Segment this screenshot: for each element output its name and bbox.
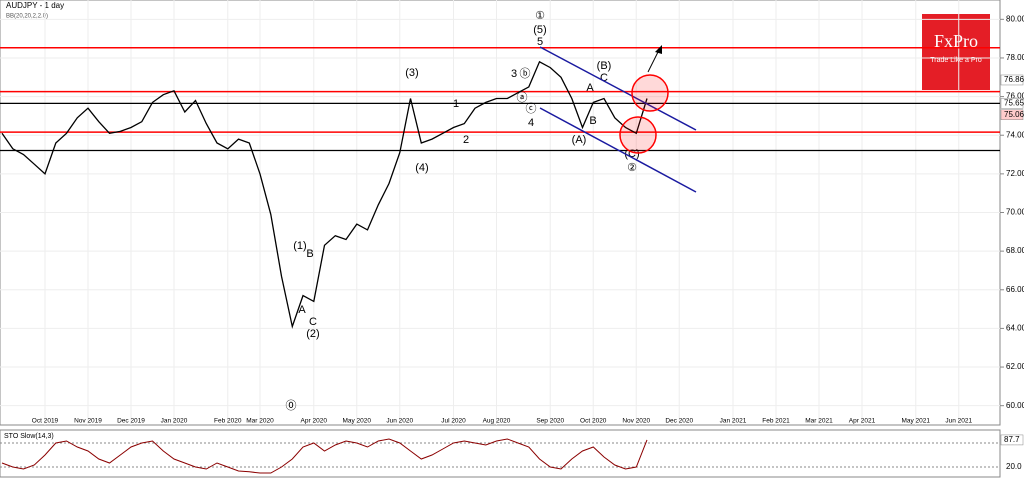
x-tick-label: Sep 2020 bbox=[536, 418, 564, 425]
x-tick-label: Oct 2020 bbox=[580, 418, 607, 425]
price-label: 75.65 bbox=[1004, 98, 1024, 107]
oscillator-label-box bbox=[1000, 434, 1024, 446]
wave-label: 2 bbox=[463, 134, 469, 146]
price-label-box bbox=[1000, 109, 1024, 120]
y-tick-label: 60.00 bbox=[1006, 401, 1024, 410]
x-tick-label: Aug 2020 bbox=[483, 418, 511, 425]
series-line bbox=[1, 438, 648, 474]
highlight-circle bbox=[619, 116, 657, 154]
x-tick-label: Jan 2021 bbox=[720, 418, 747, 425]
x-tick-label: Dec 2020 bbox=[665, 418, 693, 425]
x-tick-label: Jun 2021 bbox=[945, 418, 972, 425]
wave-label: (B) bbox=[597, 60, 612, 72]
price-label-box bbox=[1000, 98, 1024, 109]
x-tick-label: Dec 2019 bbox=[117, 418, 145, 425]
y2-tick-label: 20.0 bbox=[1006, 462, 1022, 471]
wave-label: 3 bbox=[511, 68, 517, 80]
channel-line bbox=[539, 46, 697, 131]
oscillator-title: STO Slow(14,3) bbox=[4, 433, 54, 440]
wave-label: C bbox=[600, 72, 608, 84]
wave-label: C bbox=[309, 316, 317, 328]
y-tick-label: 74.00 bbox=[1006, 130, 1024, 139]
x-tick-label: Apr 2021 bbox=[849, 418, 876, 425]
logo-tagline: Trade Like a Pro bbox=[930, 57, 982, 64]
wave-label: ② bbox=[627, 162, 637, 174]
wave-label: B bbox=[306, 248, 313, 260]
y-tick-label: 78.00 bbox=[1006, 53, 1024, 62]
x-tick-label: Nov 2020 bbox=[622, 418, 650, 425]
price-label: 76.86 bbox=[1004, 75, 1024, 84]
wave-label: (3) bbox=[405, 67, 418, 79]
wave-label: ⓒ bbox=[526, 102, 537, 115]
wave-label: ⓐ bbox=[517, 91, 528, 104]
wave-label: B bbox=[589, 115, 596, 127]
x-tick-label: Feb 2020 bbox=[214, 418, 242, 425]
drawings bbox=[539, 45, 697, 193]
x-tick-label: Apr 2020 bbox=[301, 418, 328, 425]
logo-box bbox=[922, 14, 990, 90]
indicator-label: BB(20,20,2,2.0) bbox=[6, 14, 48, 20]
oscillator-panel bbox=[0, 429, 1001, 478]
x-tick-label: Mar 2021 bbox=[805, 418, 833, 425]
y-tick-label: 68.00 bbox=[1006, 246, 1024, 255]
wave-label: ⓪ bbox=[286, 399, 297, 412]
x-tick-label: Feb 2021 bbox=[762, 418, 790, 425]
y-tick-label: 80.00 bbox=[1006, 14, 1024, 23]
wave-label: (1) bbox=[293, 240, 306, 252]
y-tick-label: 70.00 bbox=[1006, 208, 1024, 217]
y-tick-label: 66.00 bbox=[1006, 285, 1024, 294]
x-tick-label: Jul 2020 bbox=[441, 418, 466, 425]
wave-label: (2) bbox=[306, 328, 319, 340]
series-line bbox=[1, 60, 648, 329]
price-label: 75.06 bbox=[1004, 110, 1024, 119]
logo-name: FxPro bbox=[934, 31, 978, 51]
channel-line bbox=[539, 107, 697, 193]
price-label-box bbox=[1000, 74, 1024, 86]
x-tick-label: Jun 2020 bbox=[386, 418, 413, 425]
wave-label: 1 bbox=[453, 98, 459, 110]
x-tick-label: Jan 2020 bbox=[161, 418, 188, 425]
x-tick-label: Oct 2019 bbox=[32, 418, 59, 425]
wave-label: ⓑ bbox=[520, 67, 531, 80]
x-tick-label: Mar 2020 bbox=[246, 418, 274, 425]
oscillator-label: 87.7 bbox=[1004, 435, 1020, 444]
y-tick-label: 62.00 bbox=[1006, 362, 1024, 371]
highlight-circle bbox=[631, 74, 669, 112]
wave-label: ① bbox=[535, 10, 545, 22]
wave-label: (4) bbox=[415, 162, 428, 174]
wave-label: 5 bbox=[537, 36, 543, 48]
y-tick-label: 72.00 bbox=[1006, 169, 1024, 178]
wave-label: (A) bbox=[572, 134, 587, 146]
wave-label: 4 bbox=[528, 117, 534, 129]
wave-label: A bbox=[586, 82, 594, 94]
arrow-head bbox=[655, 45, 662, 54]
x-tick-label: May 2020 bbox=[342, 418, 371, 425]
x-tick-label: May 2021 bbox=[901, 418, 930, 425]
wave-label: A bbox=[298, 304, 306, 316]
y-tick-label: 64.00 bbox=[1006, 324, 1024, 333]
chart-title: AUDJPY - 1 day bbox=[6, 1, 64, 10]
x-tick-label: Nov 2019 bbox=[74, 418, 102, 425]
wave-label: (5) bbox=[533, 24, 546, 36]
logo: FxPro Trade Like a Pro bbox=[922, 14, 990, 90]
y-tick-label: 76.00 bbox=[1006, 92, 1024, 101]
